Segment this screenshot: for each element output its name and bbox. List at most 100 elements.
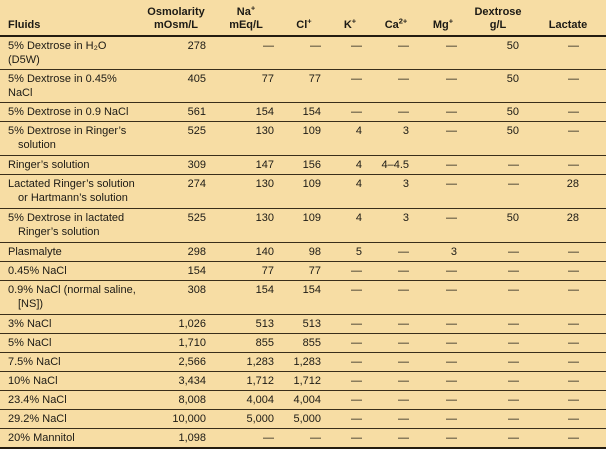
value-cell: — [446, 40, 457, 52]
fluid-name-cell: 5% Dextrose in lactated Ringer’s solution [8, 212, 125, 238]
column-header-magnesium: Mg+ [420, 0, 466, 36]
value-cell: 109 [302, 125, 321, 137]
value-cell: — [398, 106, 409, 118]
value-cell: 3 [402, 212, 409, 224]
value-cell: 1,710 [178, 337, 206, 349]
table-row: 5% NaCl 1,710 855 855 — — — — — [0, 334, 606, 353]
value-cell: 855 [255, 337, 274, 349]
fluid-name-cell: 10% NaCl [8, 375, 58, 387]
column-header-chloride: Cl+ [280, 0, 328, 36]
value-cell: 1,712 [293, 375, 321, 387]
value-cell: — [398, 356, 409, 368]
value-cell: 1,283 [246, 356, 274, 368]
fluid-name-cell: Plasmalyte [8, 246, 62, 258]
value-cell: 855 [302, 337, 321, 349]
header-label: Na+ [236, 3, 256, 18]
value-cell: 50 [506, 125, 519, 137]
value-cell: 525 [187, 125, 206, 137]
value-cell: — [351, 73, 362, 85]
value-cell: 154 [302, 106, 321, 118]
value-cell: — [568, 375, 579, 387]
table-row: 0.9% NaCl (normal saline, [NS]) 308 154 1… [0, 281, 606, 315]
value-cell: — [398, 413, 409, 425]
value-cell: — [568, 246, 579, 258]
value-cell: 109 [302, 212, 321, 224]
value-cell: — [398, 337, 409, 349]
table-row: 5% Dextrose in H₂O (D5W) 278 — — — — — 5… [0, 36, 606, 70]
value-cell: 156 [302, 159, 321, 171]
header-label: K+ [343, 16, 357, 31]
fluid-name-cell: Lactated Ringer’s solution or Hartmann’s … [8, 178, 135, 204]
value-cell: — [508, 284, 519, 296]
value-cell: — [398, 432, 409, 444]
value-cell: 28 [566, 212, 579, 224]
value-cell: 1,026 [178, 318, 206, 330]
table-header: Fluids Osmolarity mOsm/L Na+ mEq/L Cl+ K… [0, 0, 606, 36]
value-cell: 8,008 [178, 394, 206, 406]
header-unit: mOsm/L [153, 19, 198, 31]
value-cell: 525 [187, 212, 206, 224]
value-cell: — [398, 375, 409, 387]
value-cell: 50 [506, 106, 519, 118]
value-cell: — [351, 337, 362, 349]
value-cell: 3 [450, 246, 457, 258]
value-cell: — [351, 265, 362, 277]
table-row: 5% Dextrose in 0.9 NaCl 561 154 154 — — … [0, 103, 606, 122]
value-cell: 147 [255, 159, 274, 171]
table-row: 7.5% NaCl 2,566 1,283 1,283 — — — — — [0, 353, 606, 372]
fluid-name-cell: 5% Dextrose in H₂O (D5W) [8, 40, 107, 66]
value-cell: 2,566 [178, 356, 206, 368]
value-cell: 77 [308, 73, 321, 85]
fluid-name-cell: Ringer’s solution [8, 159, 90, 171]
value-cell: 28 [566, 178, 579, 190]
value-cell: — [508, 375, 519, 387]
value-cell: 98 [308, 246, 321, 258]
value-cell: — [568, 394, 579, 406]
header-unit: g/L [489, 19, 507, 31]
value-cell: — [508, 356, 519, 368]
value-cell: 4 [355, 178, 362, 190]
value-cell: — [568, 432, 579, 444]
value-cell: — [446, 178, 457, 190]
fluid-name-cell: 0.9% NaCl (normal saline, [NS]) [8, 284, 136, 310]
table-body: 5% Dextrose in H₂O (D5W) 278 — — — — — 5… [0, 36, 606, 448]
value-cell: 298 [187, 246, 206, 258]
value-cell: — [351, 284, 362, 296]
column-header-osmolarity: Osmolarity mOsm/L [140, 0, 212, 36]
fluid-name-cell: 0.45% NaCl [8, 265, 67, 277]
fluid-name-cell: 20% Mannitol [8, 432, 75, 444]
value-cell: — [351, 413, 362, 425]
table-row: 5% Dextrose in lactated Ringer’s solution… [0, 209, 606, 243]
value-cell: — [446, 284, 457, 296]
value-cell: — [508, 178, 519, 190]
column-header-fluids: Fluids [0, 0, 140, 36]
value-cell: — [446, 394, 457, 406]
table-row: Plasmalyte 298 140 98 5 — 3 — — [0, 243, 606, 262]
value-cell: — [351, 40, 362, 52]
value-cell: 77 [261, 73, 274, 85]
column-header-potassium: K+ [328, 0, 372, 36]
value-cell: — [508, 413, 519, 425]
value-cell: 4,004 [246, 394, 274, 406]
value-cell: — [446, 432, 457, 444]
fluid-name-cell: 23.4% NaCl [8, 394, 67, 406]
value-cell: 309 [187, 159, 206, 171]
value-cell: — [351, 375, 362, 387]
value-cell: 130 [255, 178, 274, 190]
value-cell: — [351, 106, 362, 118]
value-cell: — [568, 159, 579, 171]
value-cell: — [508, 337, 519, 349]
value-cell: — [263, 432, 274, 444]
value-cell: — [568, 337, 579, 349]
value-cell: — [351, 432, 362, 444]
column-header-sodium: Na+ mEq/L [212, 0, 280, 36]
value-cell: 513 [255, 318, 274, 330]
value-cell: 77 [261, 265, 274, 277]
table-row: Lactated Ringer’s solution or Hartmann’s … [0, 175, 606, 209]
value-cell: — [508, 246, 519, 258]
value-cell: 3,434 [178, 375, 206, 387]
value-cell: 1,283 [293, 356, 321, 368]
value-cell: 4 [355, 159, 362, 171]
value-cell: — [446, 212, 457, 224]
fluid-name-cell: 7.5% NaCl [8, 356, 61, 368]
